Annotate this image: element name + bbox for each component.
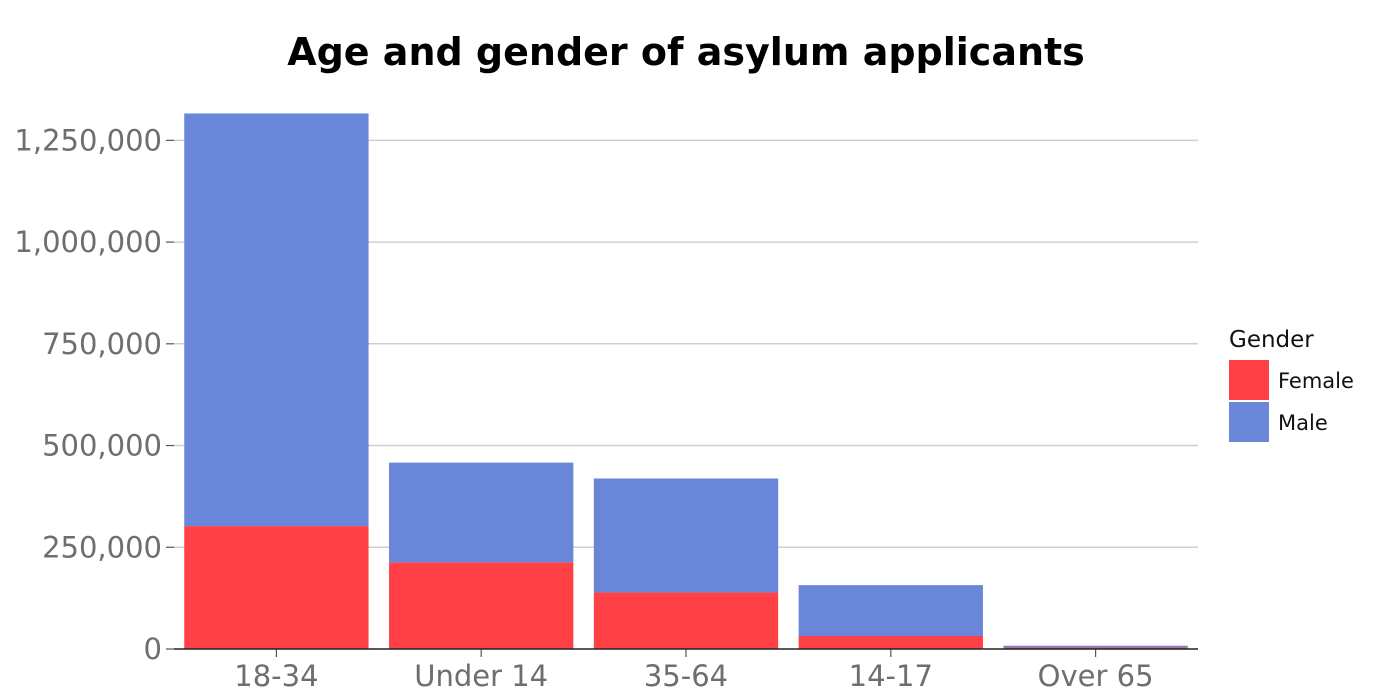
- legend: Gender Female Male: [1229, 327, 1354, 442]
- bar-male-0: [184, 113, 369, 527]
- bars: [184, 113, 1188, 649]
- bar-female-3: [798, 635, 983, 649]
- y-tick-label: 250,000: [42, 530, 162, 564]
- bar-female-4: [1003, 647, 1188, 649]
- legend-label-female: Female: [1278, 369, 1354, 393]
- bar-male-1: [389, 462, 574, 563]
- y-tick-label: 500,000: [42, 429, 162, 463]
- y-tick-label: 0: [144, 632, 162, 666]
- bar-female-0: [184, 526, 369, 649]
- legend-swatch-female: [1229, 360, 1269, 400]
- x-tick-label: Under 14: [414, 659, 548, 693]
- x-tick-label: 14-17: [849, 659, 933, 693]
- bar-male-3: [798, 585, 983, 636]
- chart-title: Age and gender of asylum applicants: [287, 30, 1085, 74]
- axes: 0 250,000 500,000 750,000 1,000,000 1,250,000…: [14, 123, 1198, 693]
- legend-swatch-male: [1229, 402, 1269, 442]
- x-tick-label: 18-34: [234, 659, 318, 693]
- x-tick-label: 35-64: [644, 659, 728, 693]
- bar-female-2: [593, 592, 779, 649]
- y-tick-label: 750,000: [42, 327, 162, 361]
- legend-title: Gender: [1229, 327, 1314, 353]
- y-tick-label: 1,250,000: [14, 123, 162, 157]
- bar-male-2: [593, 478, 779, 593]
- legend-label-male: Male: [1278, 411, 1328, 435]
- y-tick-label: 1,000,000: [14, 225, 162, 259]
- x-tick-label: Over 65: [1038, 659, 1154, 693]
- bar-male-4: [1003, 645, 1188, 648]
- bar-female-1: [389, 562, 574, 649]
